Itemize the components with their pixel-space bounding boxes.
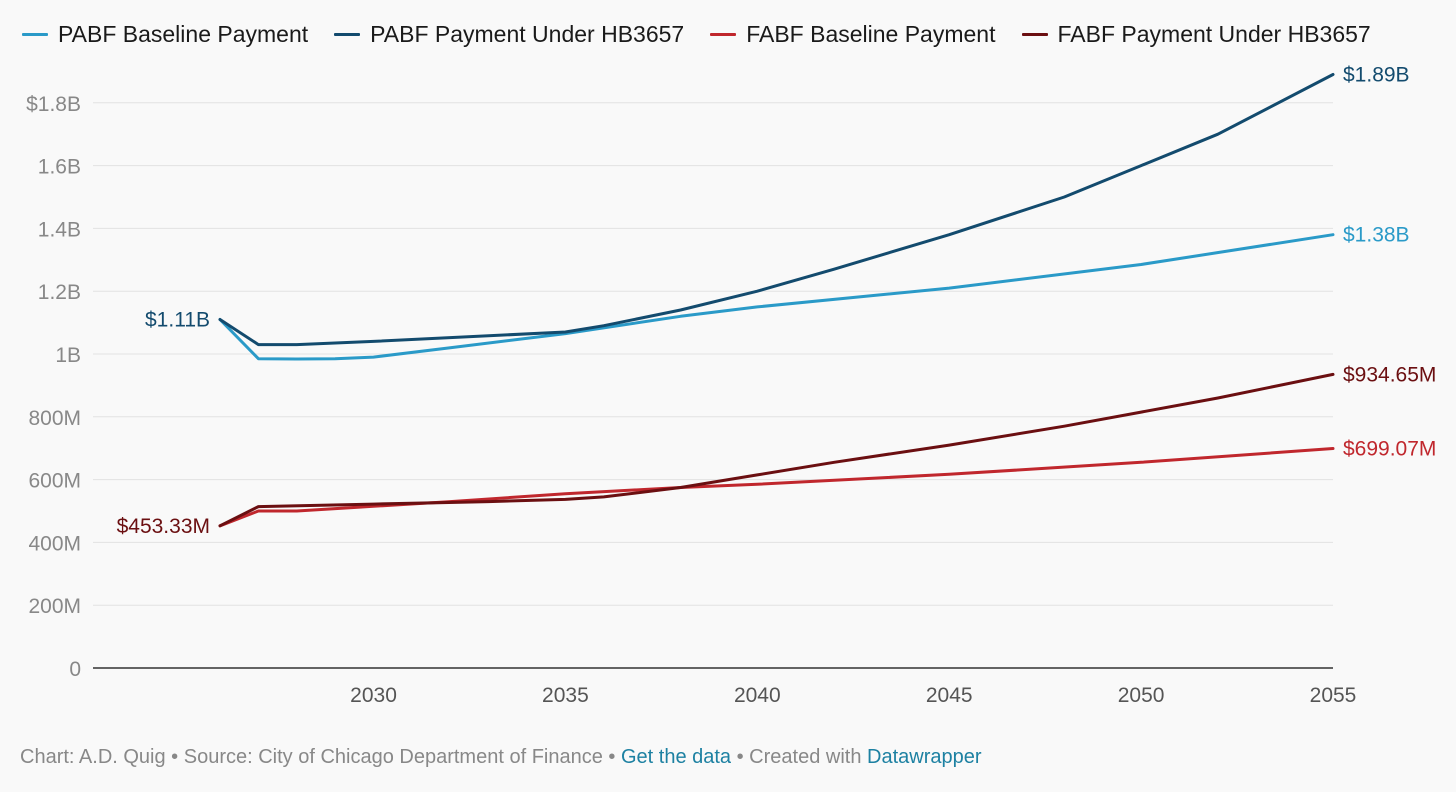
y-tick-label: 1.2B: [38, 281, 81, 304]
legend-label-fabf-hb3657: FABF Payment Under HB3657: [1057, 20, 1371, 47]
series-end-label: $934.65M: [1343, 363, 1436, 386]
x-tick-label: 2045: [926, 684, 973, 707]
footer-source: Source: City of Chicago Department of Fi…: [183, 746, 603, 768]
footer-separator: •: [165, 746, 184, 768]
footer-credit: Chart: A.D. Quig: [20, 746, 166, 768]
y-tick-label: 400M: [28, 532, 81, 555]
legend-label-pabf-baseline: PABF Baseline Payment: [58, 20, 309, 47]
legend-item-fabf-hb3657: FABF Payment Under HB3657: [1021, 20, 1371, 48]
y-tick-label: 200M: [28, 595, 81, 618]
y-tick-label: 1.4B: [38, 218, 81, 241]
y-tick-label: 800M: [28, 407, 81, 430]
y-tick-label: 1B: [55, 344, 81, 367]
legend-label-fabf-baseline: FABF Baseline Payment: [746, 20, 996, 47]
get-the-data-link[interactable]: Get the data: [620, 746, 732, 768]
datawrapper-link[interactable]: Datawrapper: [867, 746, 982, 768]
x-tick-label: 2050: [1118, 684, 1165, 707]
legend-swatch-fabf-hb3657: [1021, 32, 1048, 36]
legend-swatch-pabf-baseline: [22, 32, 48, 36]
legend-item-pabf-baseline: PABF Baseline Payment: [22, 21, 308, 48]
x-tick-label: 2035: [542, 684, 589, 707]
legend-item-fabf-baseline: FABF Baseline Payment: [710, 20, 996, 48]
x-tick-label: 2030: [350, 684, 397, 707]
y-tick-label: 600M: [28, 470, 81, 493]
series-end-label: $1.38B: [1343, 224, 1410, 247]
y-tick-label: $1.8B: [26, 93, 81, 116]
y-tick-label: 0: [69, 658, 81, 681]
series-start-label: $1.11B: [145, 308, 210, 331]
series-line-4: [218, 372, 1335, 528]
x-tick-label: 2040: [734, 684, 781, 707]
chart-footer: Chart: A.D. Quig • Source: City of Chica…: [20, 746, 982, 769]
legend-item-pabf-hb3657: PABF Payment Under HB3657: [334, 21, 684, 48]
legend-swatch-pabf-hb3657: [334, 32, 361, 36]
series-end-label: $1.89B: [1343, 64, 1410, 87]
series-end-label: $699.07M: [1343, 438, 1436, 461]
series-line-1: [218, 233, 1335, 361]
line-chart: 0 200M 400M 600M 800M 1B 1.2B 1.4B 1.6B $1.8B 2030…: [26, 64, 1436, 707]
footer-separator: •: [602, 746, 621, 768]
chart-legend: PABF Baseline Payment PABF Payment Under…: [22, 18, 1371, 50]
footer-separator: •: [731, 746, 750, 768]
x-tick-label: 2055: [1310, 684, 1357, 707]
series-start-label: $453.33M: [117, 515, 210, 538]
series-line-2: [218, 73, 1335, 347]
y-tick-label: 1.6B: [38, 156, 81, 179]
legend-label-pabf-hb3657: PABF Payment Under HB3657: [370, 20, 685, 47]
footer-created-with: Created with: [749, 746, 868, 768]
series-line-3: [218, 447, 1335, 528]
legend-swatch-fabf-baseline: [710, 32, 737, 36]
